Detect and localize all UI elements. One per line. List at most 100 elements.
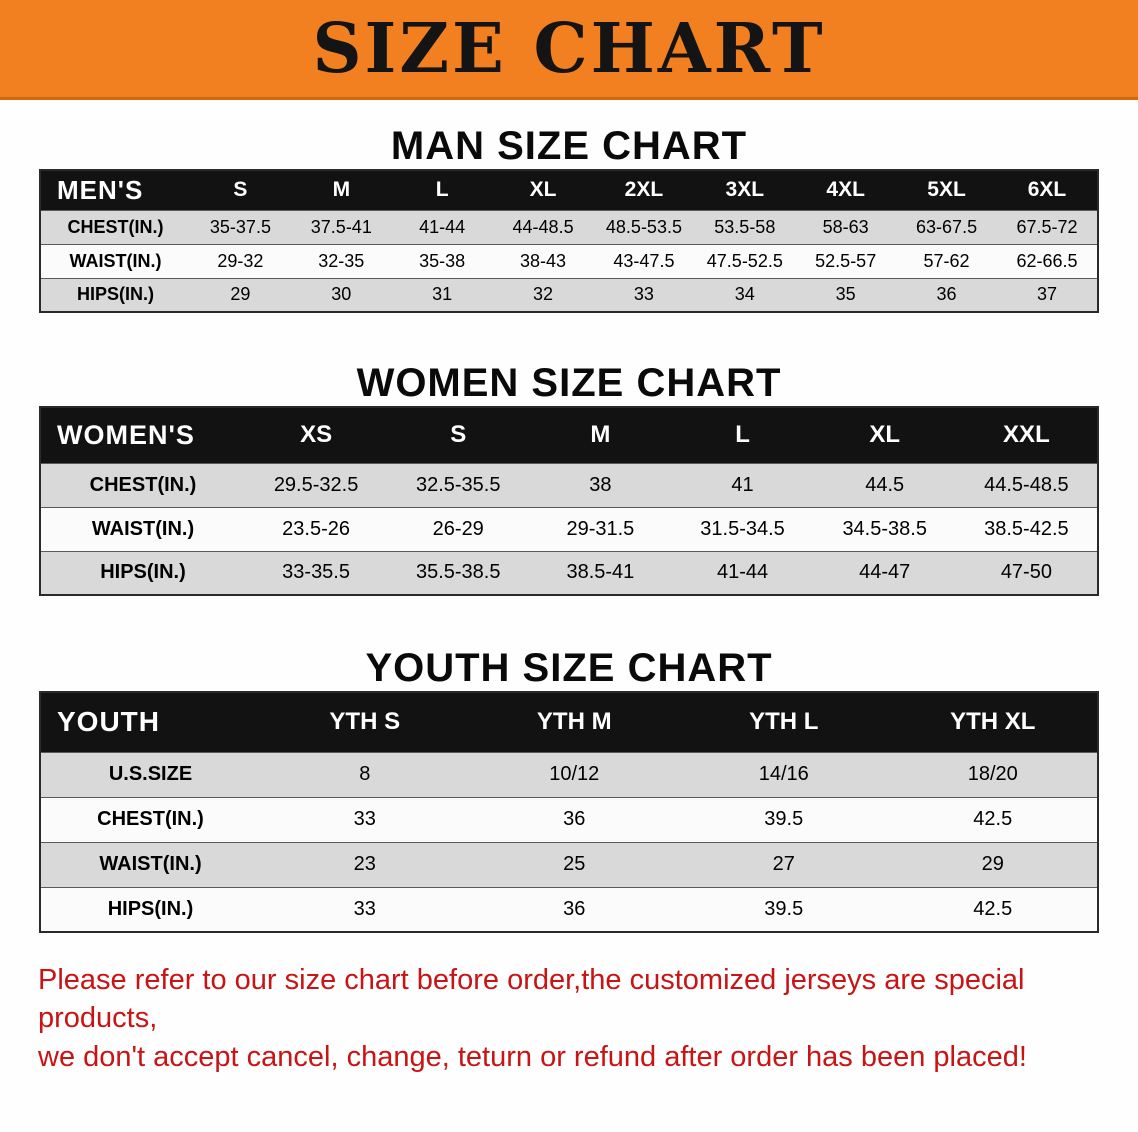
size-header-s: S [190, 170, 291, 210]
men-section-heading: MAN SIZE CHART [390, 124, 748, 168]
row-label: WAIST(IN.) [40, 243, 190, 278]
cell: 31.5-34.5 [671, 506, 814, 551]
row-label: HIPS(IN.) [40, 886, 260, 932]
size-header-xxl: XXL [955, 407, 1098, 463]
size-header-2xl: 2XL [593, 170, 695, 210]
cell: 37 [997, 277, 1098, 312]
cell: 10/12 [469, 751, 679, 797]
men-table-header: MEN'S S M L XL 2XL 3XL 4XL 5XL 6XL [40, 170, 1098, 210]
men-hips-row: HIPS(IN.) 29 30 31 32 33 34 35 36 37 [40, 277, 1098, 312]
cell: 26-29 [387, 506, 530, 551]
cell: 53.5-58 [694, 209, 796, 244]
cell: 67.5-72 [997, 209, 1098, 244]
cell: 33-35.5 [245, 550, 388, 595]
row-label: WAIST(IN.) [40, 506, 245, 551]
size-header-xs: XS [245, 407, 388, 463]
cell: 63-67.5 [896, 209, 997, 244]
page-title: SIZE CHART [312, 8, 826, 89]
size-header-l: L [391, 170, 493, 210]
size-header-m: M [290, 170, 392, 210]
cell: 48.5-53.5 [593, 209, 695, 244]
header-row: MEN'S S M L XL 2XL 3XL 4XL 5XL 6XL [40, 170, 1098, 210]
size-header-xl: XL [492, 170, 594, 210]
size-header-yth-l: YTH L [679, 692, 889, 752]
youth-table-corner-label: YOUTH [40, 692, 260, 752]
youth-ussize-row: U.S.SIZE 8 10/12 14/16 18/20 [40, 751, 1098, 797]
size-header-m: M [529, 407, 672, 463]
women-size-table: WOMEN'S XS S M L XL XXL CHEST(IN.) 29.5-… [39, 406, 1099, 596]
size-header-3xl: 3XL [694, 170, 796, 210]
cell: 35.5-38.5 [387, 550, 530, 595]
header-row: WOMEN'S XS S M L XL XXL [40, 407, 1098, 463]
cell: 32-35 [290, 243, 392, 278]
cell: 29-31.5 [529, 506, 672, 551]
youth-section-heading: YOUTH SIZE CHART [365, 646, 773, 690]
cell: 14/16 [679, 751, 889, 797]
size-header-yth-xl: YTH XL [888, 692, 1098, 752]
cell: 37.5-41 [290, 209, 392, 244]
cell: 47-50 [955, 550, 1098, 595]
cell: 44.5-48.5 [955, 462, 1098, 507]
row-label: U.S.SIZE [40, 751, 260, 797]
cell: 18/20 [888, 751, 1098, 797]
cell: 34 [694, 277, 796, 312]
cell: 44-47 [813, 550, 956, 595]
size-header-l: L [671, 407, 814, 463]
men-size-table: MEN'S S M L XL 2XL 3XL 4XL 5XL 6XL CHEST… [39, 169, 1099, 313]
women-hips-row: HIPS(IN.) 33-35.5 35.5-38.5 38.5-41 41-4… [40, 550, 1098, 595]
cell: 35-37.5 [190, 209, 291, 244]
cell: 44.5 [813, 462, 956, 507]
cell: 32.5-35.5 [387, 462, 530, 507]
women-section-heading: WOMEN SIZE CHART [356, 361, 782, 405]
cell: 38-43 [492, 243, 594, 278]
cell: 52.5-57 [795, 243, 897, 278]
cell: 30 [290, 277, 392, 312]
header-row: YOUTH YTH S YTH M YTH L YTH XL [40, 692, 1098, 752]
cell: 57-62 [896, 243, 997, 278]
cell: 41-44 [391, 209, 493, 244]
cell: 38 [529, 462, 672, 507]
disclaimer: Please refer to our size chart before or… [38, 961, 1100, 1076]
cell: 42.5 [888, 796, 1098, 842]
cell: 38.5-41 [529, 550, 672, 595]
youth-size-table: YOUTH YTH S YTH M YTH L YTH XL U.S.SIZE … [39, 691, 1099, 933]
cell: 43-47.5 [593, 243, 695, 278]
row-label: HIPS(IN.) [40, 550, 245, 595]
size-header-yth-m: YTH M [469, 692, 679, 752]
cell: 35 [795, 277, 897, 312]
cell: 58-63 [795, 209, 897, 244]
disclaimer-line-1: Please refer to our size chart before or… [38, 964, 1025, 1035]
cell: 36 [896, 277, 997, 312]
row-label: WAIST(IN.) [40, 841, 260, 887]
women-chest-row: CHEST(IN.) 29.5-32.5 32.5-35.5 38 41 44.… [40, 462, 1098, 507]
women-table-header: WOMEN'S XS S M L XL XXL [40, 407, 1098, 463]
cell: 38.5-42.5 [955, 506, 1098, 551]
size-header-4xl: 4XL [795, 170, 897, 210]
cell: 41-44 [671, 550, 814, 595]
cell: 36 [469, 886, 679, 932]
size-header-yth-s: YTH S [260, 692, 470, 752]
cell: 35-38 [391, 243, 493, 278]
cell: 29 [888, 841, 1098, 887]
size-header-6xl: 6XL [997, 170, 1098, 210]
size-header-5xl: 5XL [896, 170, 997, 210]
cell: 34.5-38.5 [813, 506, 956, 551]
size-header-s: S [387, 407, 530, 463]
cell: 36 [469, 796, 679, 842]
cell: 23.5-26 [245, 506, 388, 551]
cell: 44-48.5 [492, 209, 594, 244]
cell: 8 [260, 751, 470, 797]
cell: 29-32 [190, 243, 291, 278]
row-label: CHEST(IN.) [40, 209, 190, 244]
row-label: CHEST(IN.) [40, 462, 245, 507]
women-table-corner-label: WOMEN'S [40, 407, 245, 463]
cell: 32 [492, 277, 594, 312]
cell: 33 [260, 886, 470, 932]
cell: 47.5-52.5 [694, 243, 796, 278]
cell: 42.5 [888, 886, 1098, 932]
cell: 33 [593, 277, 695, 312]
cell: 25 [469, 841, 679, 887]
banner: SIZE CHART [0, 0, 1138, 100]
men-table-corner-label: MEN'S [40, 170, 190, 210]
size-header-xl: XL [813, 407, 956, 463]
